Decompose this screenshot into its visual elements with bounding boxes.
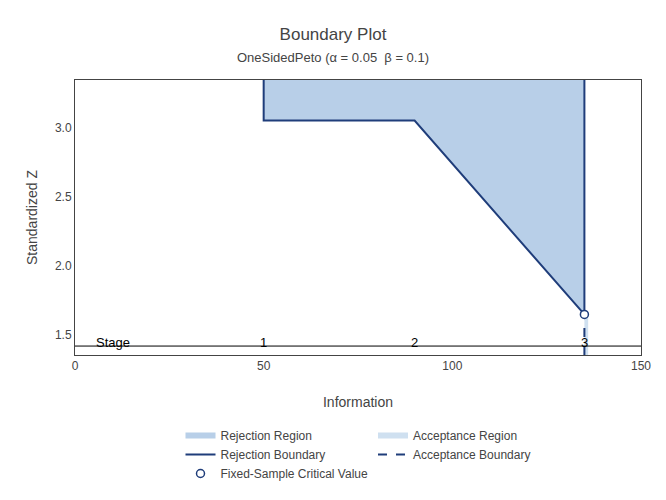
svg-text:Boundary PlotOneSidedPeto (α =: Boundary PlotOneSidedPeto (α = 0.05 β = … — [237, 25, 429, 65]
svg-text:1: 1 — [260, 335, 267, 350]
svg-text:Rejection Region: Rejection Region — [221, 429, 312, 443]
svg-text:Acceptance Boundary: Acceptance Boundary — [413, 448, 530, 462]
svg-text:Rejection Boundary: Rejection Boundary — [221, 448, 326, 462]
svg-text:Stage: Stage — [96, 335, 130, 350]
svg-text:2.0: 2.0 — [55, 259, 72, 273]
svg-text:0: 0 — [72, 359, 79, 373]
svg-text:150: 150 — [631, 359, 651, 373]
svg-text:Information: Information — [323, 394, 393, 410]
svg-text:3.0: 3.0 — [55, 121, 72, 135]
svg-text:Fixed-Sample Critical Value: Fixed-Sample Critical Value — [221, 467, 368, 481]
svg-text:1.5: 1.5 — [55, 328, 72, 342]
svg-text:3: 3 — [581, 335, 588, 350]
svg-text:Acceptance Region: Acceptance Region — [413, 429, 517, 443]
svg-text:100: 100 — [442, 359, 462, 373]
svg-text:2: 2 — [411, 335, 418, 350]
svg-text:2.5: 2.5 — [55, 190, 72, 204]
svg-text:Standardized Z: Standardized Z — [24, 170, 40, 265]
svg-text:50: 50 — [257, 359, 271, 373]
